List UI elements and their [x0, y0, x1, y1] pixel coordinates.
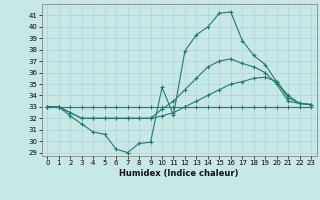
X-axis label: Humidex (Indice chaleur): Humidex (Indice chaleur): [119, 169, 239, 178]
